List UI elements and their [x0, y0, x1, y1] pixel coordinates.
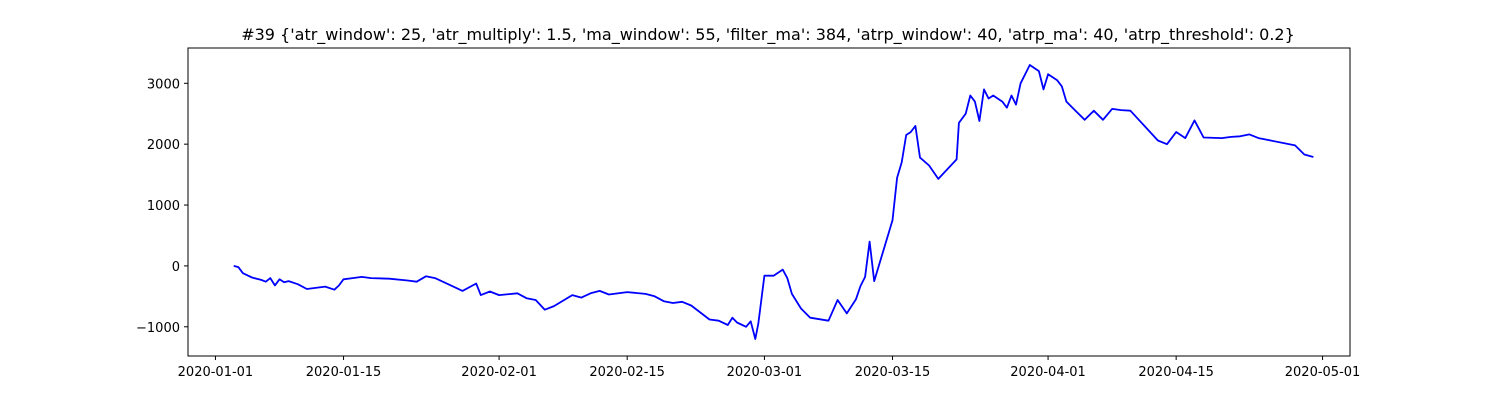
x-tick-label: 2020-02-15	[589, 365, 665, 380]
x-tick-label: 2020-04-15	[1138, 365, 1214, 380]
plot-frame	[187, 47, 1351, 357]
x-tick-label: 2020-03-15	[855, 365, 931, 380]
y-tick-label: 3000	[147, 77, 180, 92]
x-tick-label: 2020-01-15	[306, 365, 382, 380]
x-tick-label: 2020-04-01	[1010, 365, 1086, 380]
axes: 2020-01-01 2020-01-15 2020-02-01 2020-02-15…	[136, 47, 1361, 380]
x-tick-label: 2020-05-01	[1285, 365, 1361, 380]
y-tick-label: 2000	[147, 138, 180, 153]
plot-area	[233, 64, 1314, 340]
y-tick-label: −1000	[136, 321, 180, 336]
x-tick-label: 2020-02-01	[461, 365, 537, 380]
y-tick-label: 1000	[147, 199, 180, 214]
x-tick-label: 2020-01-01	[178, 365, 254, 380]
chart-title: #39 {'atr_window': 25, 'atr_multiply': 1…	[241, 25, 1295, 45]
series-line-equity	[233, 64, 1314, 340]
y-tick-label: 0	[172, 260, 180, 275]
x-tick-label: 2020-03-01	[727, 365, 803, 380]
